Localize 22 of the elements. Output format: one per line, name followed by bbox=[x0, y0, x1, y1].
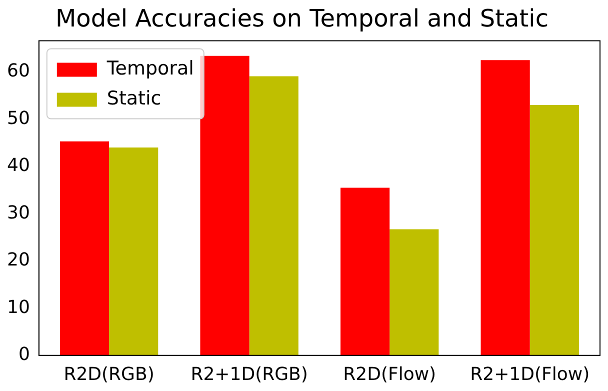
bar bbox=[249, 76, 298, 356]
bar bbox=[480, 60, 530, 356]
legend-label: Static bbox=[106, 88, 162, 110]
x-tick-label: R2D(Flow) bbox=[343, 364, 436, 385]
y-tick-label: 30 bbox=[7, 202, 30, 224]
y-tick-label: 10 bbox=[7, 296, 30, 318]
y-tick-label: 50 bbox=[7, 108, 30, 129]
bar bbox=[530, 105, 579, 356]
bar bbox=[109, 148, 158, 356]
legend-label: Temporal bbox=[106, 58, 194, 80]
y-tick-label: 60 bbox=[7, 60, 30, 82]
y-tick-label: 0 bbox=[18, 344, 30, 366]
y-tick-label: 20 bbox=[7, 250, 30, 271]
y-tick-label: 40 bbox=[7, 155, 30, 176]
x-tick-label: R2D(RGB) bbox=[64, 364, 154, 385]
x-tick-label: R2+1D(Flow) bbox=[470, 364, 590, 385]
bar bbox=[60, 141, 110, 356]
chart-title: Model Accuracies on Temporal and Static bbox=[55, 4, 549, 33]
x-tick-label: R2+1D(RGB) bbox=[190, 364, 308, 385]
bar bbox=[390, 229, 439, 356]
bar bbox=[200, 56, 250, 356]
bar bbox=[340, 188, 390, 356]
